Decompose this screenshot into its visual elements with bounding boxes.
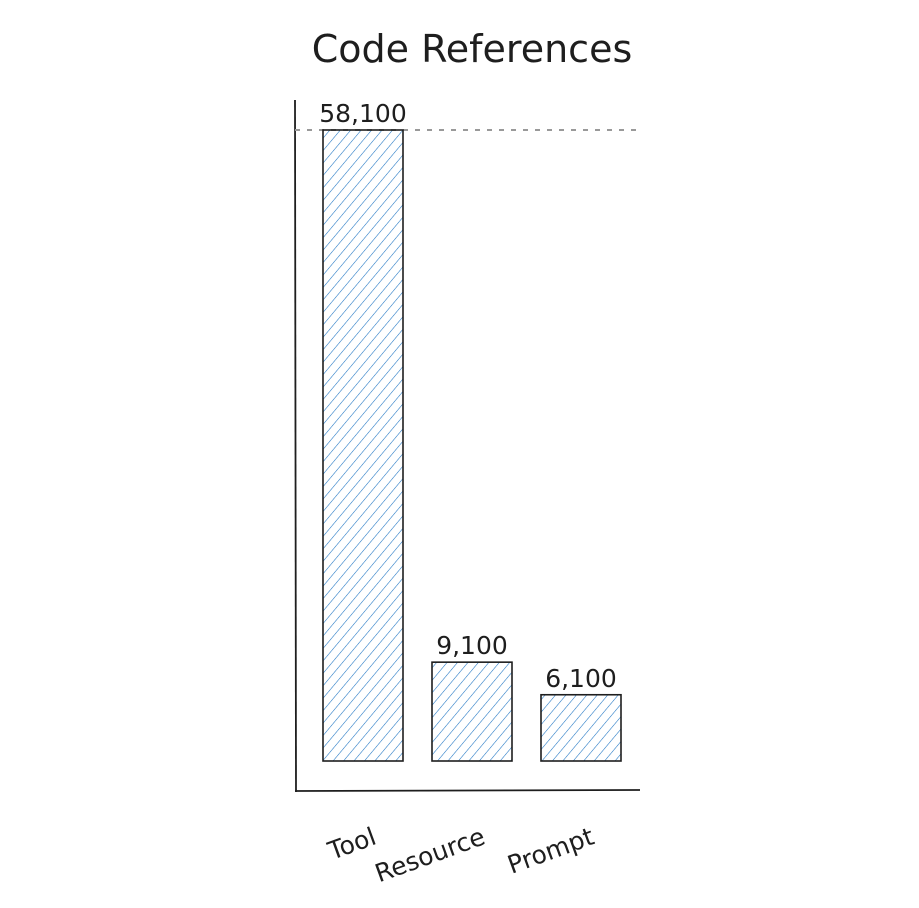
x-tick-label: Prompt — [504, 822, 598, 880]
x-tick-label: Resource — [371, 822, 489, 888]
data-label: 6,100 — [545, 664, 617, 693]
bar-resource — [431, 661, 513, 762]
x-axis — [294, 789, 641, 792]
bar-prompt — [540, 693, 622, 762]
data-label: 58,100 — [319, 99, 406, 128]
data-label: 9,100 — [436, 631, 508, 660]
x-tick-label: Tool — [323, 822, 379, 866]
chart-title: Code References — [312, 27, 633, 71]
y-axis — [294, 99, 297, 793]
bar-tool — [322, 129, 404, 762]
